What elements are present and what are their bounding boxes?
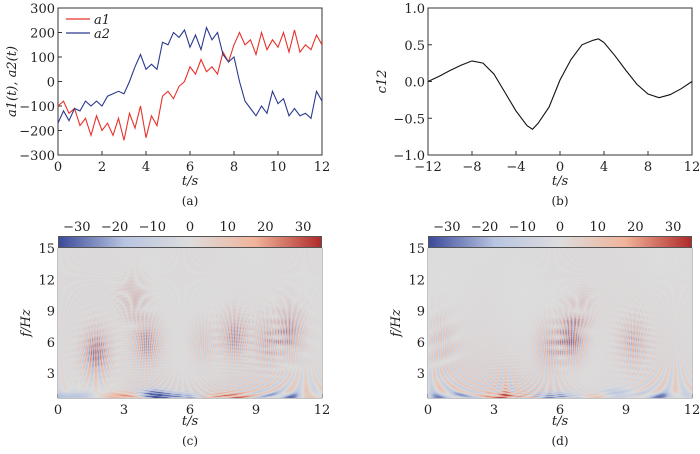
colorbar-tick-label: −10 [139,220,166,235]
x-tick-label: −8 [462,160,481,175]
y-tick-label: 0.5 [404,39,425,54]
colorbar-tick-label: 10 [589,220,606,235]
colorbar-tick-label: 30 [295,220,312,235]
y-axis-label: f/Hz [389,309,404,338]
y-tick-label: 0 [47,76,55,91]
x-tick-label: 12 [314,160,331,175]
x-tick-label: 10 [270,160,287,175]
y-tick-label: −1.0 [393,149,425,164]
colorbar-tick-label: −30 [63,220,90,235]
series-line-a1 [57,29,323,141]
colorbar-tick-label: 20 [257,220,274,235]
y-tick-label: 12 [38,273,55,288]
x-tick-label: 0 [556,160,564,175]
plot-frame [427,7,693,156]
heatmap-d [428,248,692,398]
colorbar-tick-label: −20 [101,220,128,235]
x-tick-label: 9 [252,403,260,418]
colorbar-c [58,236,322,248]
y-axis-label: a1(t), a2(t) [5,46,20,117]
y-tick-label: −300 [19,149,55,164]
series-line-c12 [427,38,693,131]
colorbar-tick-label: 0 [186,220,194,235]
colorbar-tick-label: 30 [665,220,682,235]
x-tick-label: 6 [556,403,564,418]
x-tick-label: 4 [600,160,608,175]
x-axis-label: t/s [182,174,199,189]
y-tick-label: 15 [408,242,425,257]
y-tick-label: 1.0 [404,2,425,17]
y-tick-label: 9 [47,305,55,320]
x-tick-label: 3 [490,403,498,418]
x-tick-label: 4 [142,160,150,175]
colorbar-tick-label: −20 [471,220,498,235]
x-tick-label: 2 [98,160,106,175]
x-tick-label: 0 [54,160,62,175]
y-axis-label: c12 [375,70,390,94]
y-tick-label: 9 [417,305,425,320]
panel-label: (b) [551,194,568,208]
x-tick-label: 12 [314,403,331,418]
x-tick-label: −4 [506,160,525,175]
x-tick-label: 8 [644,160,652,175]
y-tick-label: 12 [408,273,425,288]
legend-label-a1: a1 [94,13,110,28]
y-tick-label: 0.0 [404,76,425,91]
y-tick-label: 15 [38,242,55,257]
colorbar-tick-label: −30 [433,220,460,235]
panel-label: (d) [551,434,568,448]
x-axis-label: t/s [182,414,199,429]
colorbar-tick-label: 0 [556,220,564,235]
x-tick-label: 12 [684,160,700,175]
panel-label: (c) [182,434,198,448]
heatmap-c [58,248,322,398]
colorbar-d [428,236,692,248]
y-axis-label: f/Hz [19,309,34,338]
x-tick-label: 3 [120,403,128,418]
panel-label: (a) [182,194,199,208]
x-tick-label: −12 [414,160,441,175]
y-tick-label: −200 [19,125,55,140]
x-tick-label: 0 [54,403,62,418]
y-tick-label: 3 [417,367,425,382]
series-line-a2 [57,25,323,124]
x-axis-label: t/s [552,414,569,429]
x-tick-label: 6 [186,160,194,175]
colorbar-tick-label: 10 [219,220,236,235]
y-tick-label: 6 [47,336,55,351]
x-tick-label: 9 [622,403,630,418]
y-tick-label: −100 [19,100,55,115]
y-tick-label: 3 [47,367,55,382]
y-tick-label: 100 [30,51,55,66]
x-tick-label: 8 [230,160,238,175]
colorbar-tick-label: −10 [509,220,536,235]
y-tick-label: 6 [417,336,425,351]
x-axis-label: t/s [552,174,569,189]
y-tick-label: −0.5 [393,112,425,127]
x-tick-label: 12 [684,403,700,418]
y-tick-label: 300 [30,2,55,17]
y-tick-label: 200 [30,27,55,42]
x-tick-label: 6 [186,403,194,418]
colorbar-tick-label: 20 [627,220,644,235]
x-tick-label: 0 [424,403,432,418]
legend-label-a2: a2 [94,27,110,42]
